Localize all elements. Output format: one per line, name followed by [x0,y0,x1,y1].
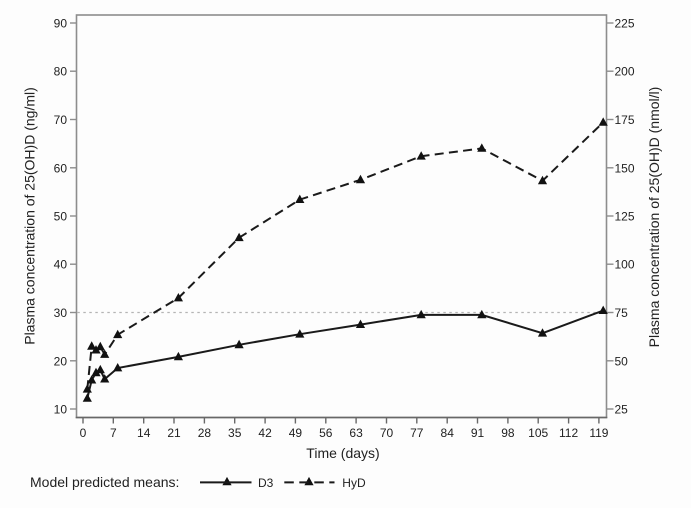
svg-text:35: 35 [228,426,242,440]
svg-text:100: 100 [615,258,635,272]
svg-text:40: 40 [54,258,68,272]
svg-text:49: 49 [289,426,303,440]
svg-text:Plasma concentration of 25(OH): Plasma concentration of 25(OH)D (nmol/l) [646,87,662,348]
svg-text:42: 42 [258,426,272,440]
svg-text:28: 28 [198,426,212,440]
svg-text:50: 50 [54,210,68,224]
svg-text:14: 14 [137,426,151,440]
svg-text:125: 125 [615,210,635,224]
svg-text:98: 98 [501,426,515,440]
svg-text:225: 225 [615,17,635,31]
svg-text:150: 150 [615,161,635,175]
svg-text:112: 112 [559,426,578,440]
svg-text:25: 25 [615,403,629,417]
svg-text:56: 56 [319,426,333,440]
svg-text:50: 50 [615,354,629,368]
svg-text:HyD: HyD [342,476,366,490]
svg-text:175: 175 [615,113,635,127]
svg-text:20: 20 [54,354,68,368]
svg-text:63: 63 [349,426,363,440]
svg-text:84: 84 [441,426,455,440]
svg-text:90: 90 [54,17,68,31]
svg-text:119: 119 [589,426,608,440]
svg-text:7: 7 [110,426,117,440]
svg-text:30: 30 [54,306,68,320]
svg-text:75: 75 [615,306,629,320]
svg-text:Model predicted means:: Model predicted means: [30,474,179,490]
svg-text:200: 200 [615,65,635,79]
svg-text:105: 105 [528,426,548,440]
svg-text:D3: D3 [258,476,274,490]
svg-text:0: 0 [80,426,87,440]
svg-text:91: 91 [471,426,485,440]
svg-text:Time (days): Time (days) [306,445,379,461]
svg-text:Plasma concentration of 25(OH): Plasma concentration of 25(OH)D (ng/ml) [22,87,38,345]
svg-text:10: 10 [54,403,68,417]
svg-text:60: 60 [54,161,68,175]
svg-text:70: 70 [54,113,68,127]
svg-text:77: 77 [410,426,424,440]
svg-text:80: 80 [54,65,68,79]
svg-text:70: 70 [380,426,394,440]
svg-text:21: 21 [167,426,181,440]
